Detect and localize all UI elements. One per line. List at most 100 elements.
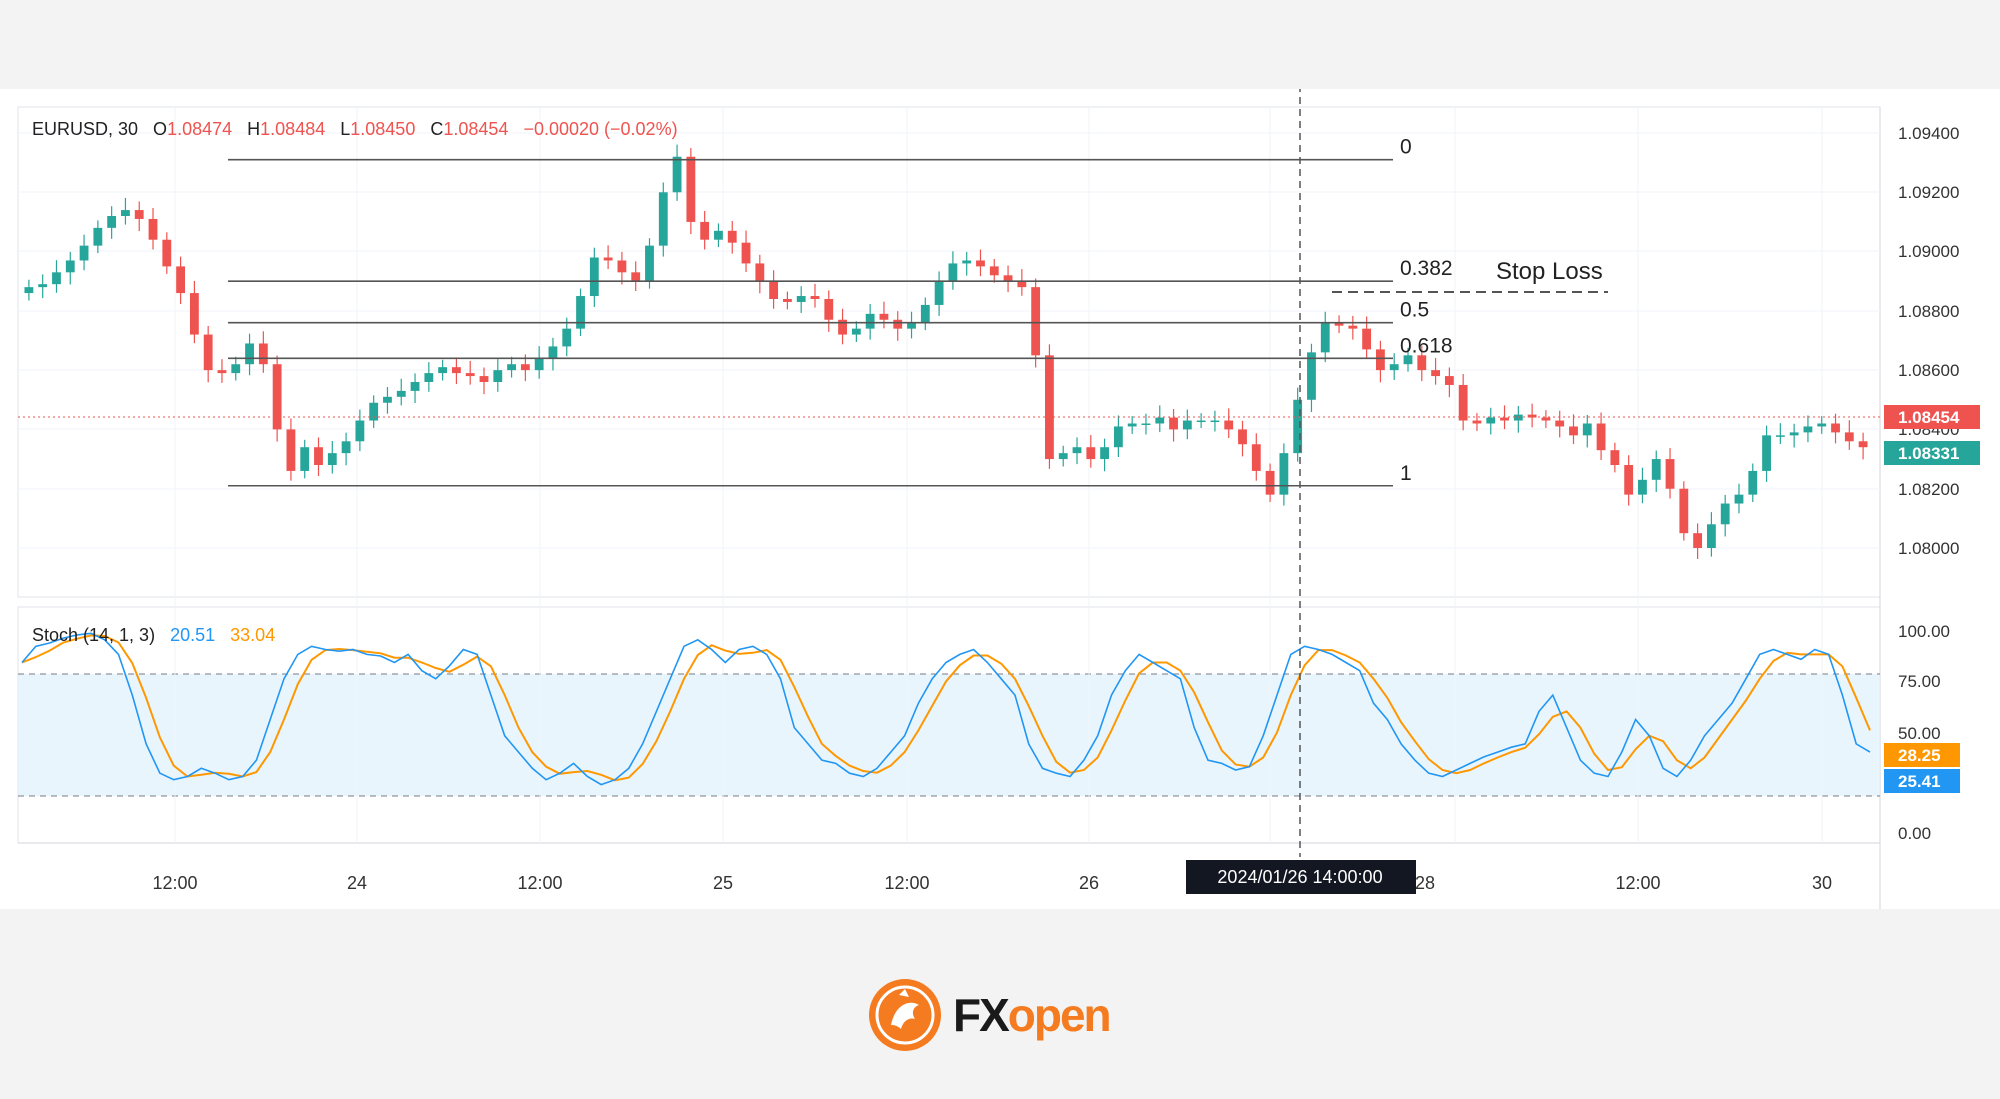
candle [369,402,379,421]
candle [355,420,365,442]
price-tick: 1.09400 [1898,124,1959,143]
fib-label: 1 [1400,462,1412,485]
last-price-tag [1884,405,1980,429]
candle [1817,423,1827,427]
price-tick: 1.08000 [1898,539,1959,558]
candle [493,370,503,382]
candle [534,358,544,371]
candle [645,245,654,282]
candle [65,260,75,273]
candle [562,328,572,347]
candle [1045,355,1054,460]
candle [1279,453,1289,495]
legend-l-value: 1.08450 [350,119,415,139]
candle [452,367,461,374]
candle [851,328,861,335]
candle [934,281,944,305]
candle [438,367,448,374]
candle [672,156,682,193]
candle [1224,420,1234,430]
candle [383,396,392,403]
candle [1003,275,1013,282]
candle [1431,370,1440,377]
stoch-legend-label: Stoch (14, 1, 3) [32,625,155,645]
stoch-k-tag [1884,769,1960,793]
candle [1086,447,1096,460]
candle [1265,470,1275,495]
stoch-axis: 100.00 75.00 50.00 0.00 [1898,622,1950,843]
time-axis: 12:00 24 12:00 25 12:00 26 28 12:00 30 [152,873,1832,893]
stoch-d-tag-text: 28.25 [1898,746,1941,765]
second-price-text: 1.08331 [1898,444,1959,463]
legend-h-label: H [247,119,260,139]
legend-symbol: EURUSD, 30 [32,119,138,139]
candle [714,230,723,240]
candle [231,364,241,374]
candle [24,287,34,294]
candle [1513,414,1523,421]
price-tick: 1.08600 [1898,361,1959,380]
candle [893,319,903,329]
chart-card: 0 0.382 0.5 0.618 1 Stop Loss EURUSD, 30 O1.… [0,89,2000,909]
candle [1238,429,1247,445]
candle [1789,432,1799,436]
time-tick: 12:00 [152,873,197,893]
candle [700,221,710,240]
candle [300,447,310,471]
candle [1693,533,1703,548]
candle [907,322,916,329]
candle [1182,420,1192,430]
candle [1541,417,1551,421]
candle [1748,470,1758,495]
candle [1569,426,1578,436]
candle [1058,453,1068,460]
fxopen-logo: FXopen [865,975,1135,1055]
candle [1472,420,1482,424]
candle [796,296,806,302]
fib-retracement[interactable]: 0 0.382 0.5 0.618 1 [228,136,1453,487]
candle [976,260,985,267]
candle [93,227,103,246]
time-tick: 12:00 [1615,873,1660,893]
candle [1831,423,1840,433]
price-tick: 1.09000 [1898,242,1959,261]
stoch-tick: 75.00 [1898,672,1941,691]
stoch-d-value: 33.04 [230,625,275,645]
candle [769,281,779,299]
stoch-d-tag [1884,743,1960,767]
candle [396,390,406,397]
fib-label: 0.382 [1400,257,1453,280]
candle [658,192,668,246]
candle [424,373,434,382]
candle [1072,447,1082,454]
candle [603,257,613,261]
candle [162,239,172,267]
price-tick: 1.09200 [1898,183,1959,202]
candle [1665,459,1675,489]
crosshair-time-tag [1186,860,1416,894]
candle [838,319,847,335]
candle [1844,432,1854,442]
candle [314,447,323,465]
candle [79,245,89,261]
stoch-lines [21,632,1871,786]
candle [1610,450,1620,465]
candle [134,210,144,219]
candle [121,210,130,216]
candle [203,334,213,371]
legend-c-label: C [430,119,443,139]
stoch-legend: Stoch (14, 1, 3) 20.51 33.04 [32,625,275,645]
candle [1196,420,1206,423]
candle [782,299,792,302]
candle [1348,325,1358,329]
candle [1210,420,1220,423]
time-tick: 24 [347,873,367,893]
candle [1596,423,1606,451]
candle [1486,417,1496,424]
candle [1706,524,1716,548]
candle [1638,479,1647,495]
stop-loss-label: Stop Loss [1496,258,1603,285]
fib-label: 0 [1400,136,1412,159]
